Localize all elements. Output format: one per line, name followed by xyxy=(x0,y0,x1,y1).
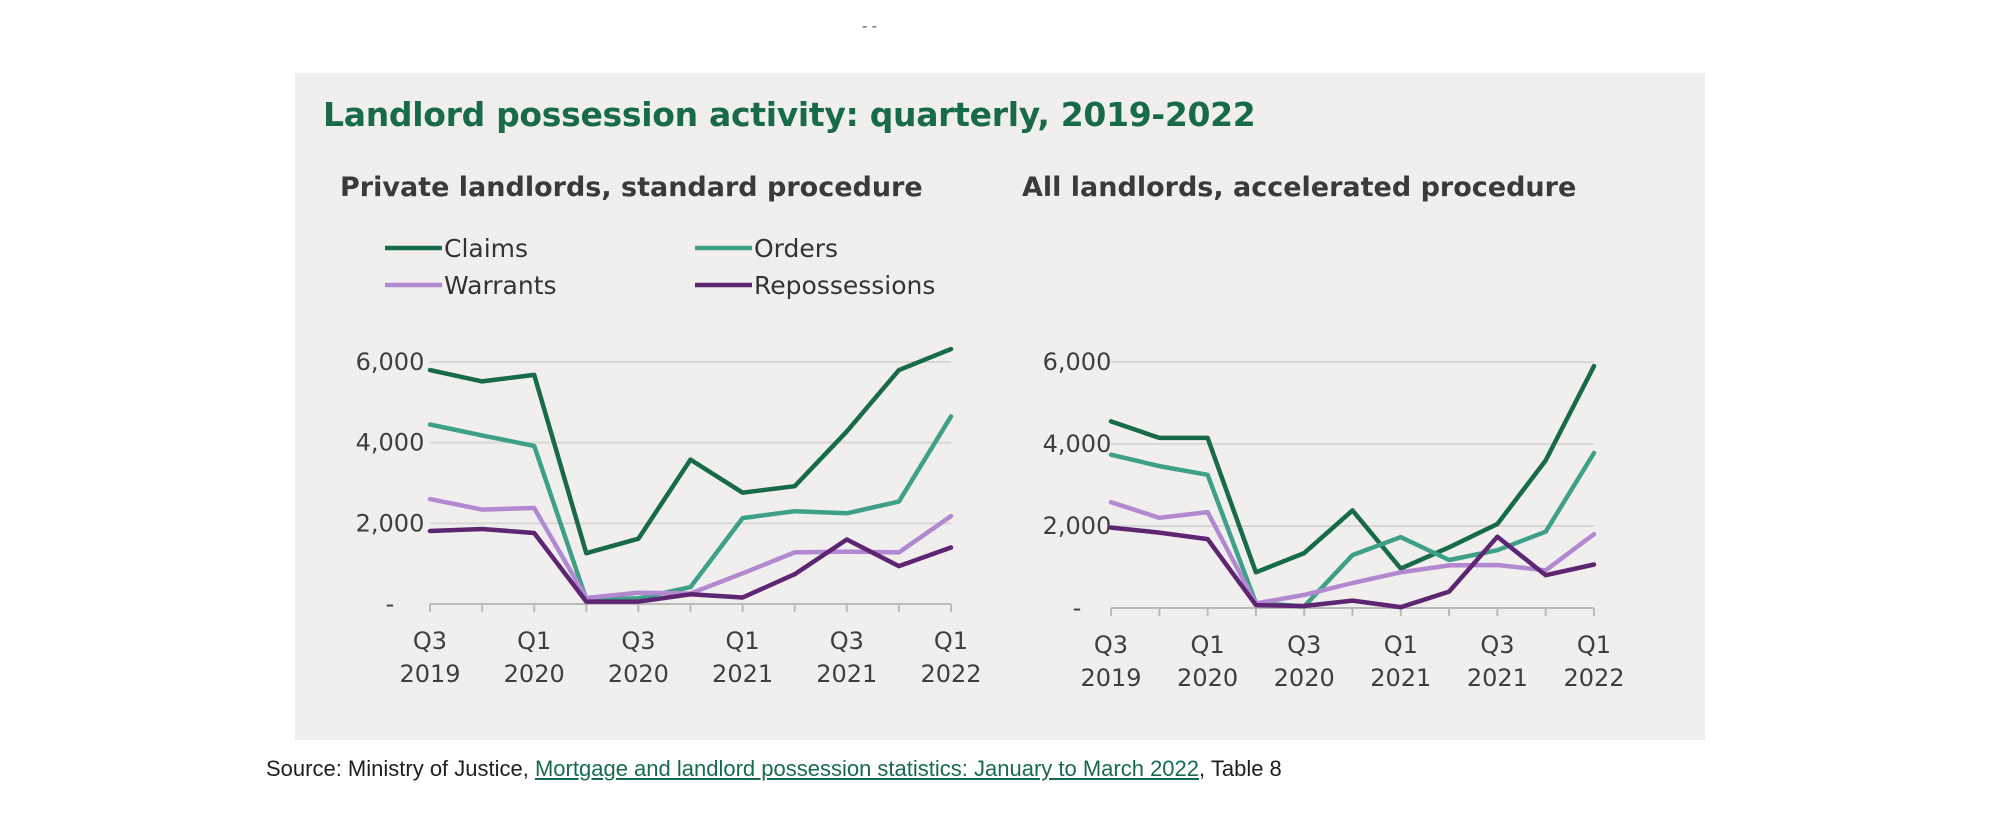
source-suffix: , Table 8 xyxy=(1199,756,1282,781)
series-line-claims xyxy=(427,346,954,556)
x-tick-label: 2021 xyxy=(1467,664,1528,692)
y-tick-label: 2,000 xyxy=(356,509,425,537)
series-line-warrants xyxy=(1108,499,1597,606)
series-line-orders xyxy=(427,414,954,602)
left-chart: - 2,000 4,000 6,000 Q3 2019 Q1 2020 Q3 2020 Q1 2021… xyxy=(356,346,982,688)
x-tick-label: Q3 xyxy=(1094,631,1128,659)
x-tick-label: Q1 xyxy=(1384,631,1418,659)
x-tick-label: Q1 xyxy=(517,627,551,655)
y-tick-label: 6,000 xyxy=(1043,348,1112,376)
right-chart: - 2,000 4,000 6,000 Q3 2019 Q1 2020 Q3 2020 Q1 2021… xyxy=(1043,348,1625,692)
x-tick-label: 2022 xyxy=(920,660,981,688)
top-marks: - - xyxy=(862,18,878,35)
right-chart-subtitle: All landlords, accelerated procedure xyxy=(1022,172,1576,203)
series-line-warrants xyxy=(427,496,954,601)
legend-label-warrants: Warrants xyxy=(444,271,557,300)
x-tick-label: Q3 xyxy=(621,627,655,655)
source-note: Source: Ministry of Justice, Mortgage an… xyxy=(266,756,1282,782)
legend-label-orders: Orders xyxy=(754,234,838,263)
x-tick-label: 2021 xyxy=(712,660,773,688)
legend-label-claims: Claims xyxy=(444,234,528,263)
x-tick-label: 2020 xyxy=(608,660,669,688)
chart-panel xyxy=(295,73,1705,740)
x-tick-label: Q1 xyxy=(1577,631,1611,659)
x-tick-label: 2020 xyxy=(1177,664,1238,692)
left-chart-subtitle: Private landlords, standard procedure xyxy=(340,172,923,203)
y-tick-label: 6,000 xyxy=(356,348,425,376)
x-tick-label: 2020 xyxy=(504,660,565,688)
series-line-repossessions xyxy=(427,526,954,604)
series-line-orders xyxy=(1108,450,1597,609)
y-tick-label: - xyxy=(1073,594,1082,622)
x-tick-label: Q3 xyxy=(1287,631,1321,659)
source-link[interactable]: Mortgage and landlord possession statist… xyxy=(534,756,1200,781)
x-tick-label: 2019 xyxy=(399,660,460,688)
legend: Claims Orders Warrants Repossessions xyxy=(385,234,935,300)
x-tick-label: Q1 xyxy=(726,627,760,655)
x-tick-label: 2019 xyxy=(1080,664,1141,692)
x-tick-label: Q3 xyxy=(830,627,864,655)
x-tick-label: Q3 xyxy=(413,627,447,655)
series-line-repossessions xyxy=(1108,525,1597,610)
source-prefix: Source: Ministry of Justice, xyxy=(266,756,535,781)
x-tick-label: 2021 xyxy=(1370,664,1431,692)
y-tick-label: - xyxy=(386,590,395,618)
chart-title: Landlord possession activity: quarterly,… xyxy=(323,95,1256,134)
legend-label-repossessions: Repossessions xyxy=(754,271,935,300)
x-tick-label: 2021 xyxy=(816,660,877,688)
y-tick-label: 2,000 xyxy=(1043,512,1112,540)
x-tick-label: 2020 xyxy=(1274,664,1335,692)
y-tick-label: 4,000 xyxy=(356,429,425,457)
x-tick-label: Q1 xyxy=(934,627,968,655)
series-line-claims xyxy=(1108,363,1597,575)
x-tick-label: Q3 xyxy=(1480,631,1514,659)
x-tick-label: 2022 xyxy=(1563,664,1624,692)
y-tick-label: 4,000 xyxy=(1043,430,1112,458)
x-tick-label: Q1 xyxy=(1191,631,1225,659)
